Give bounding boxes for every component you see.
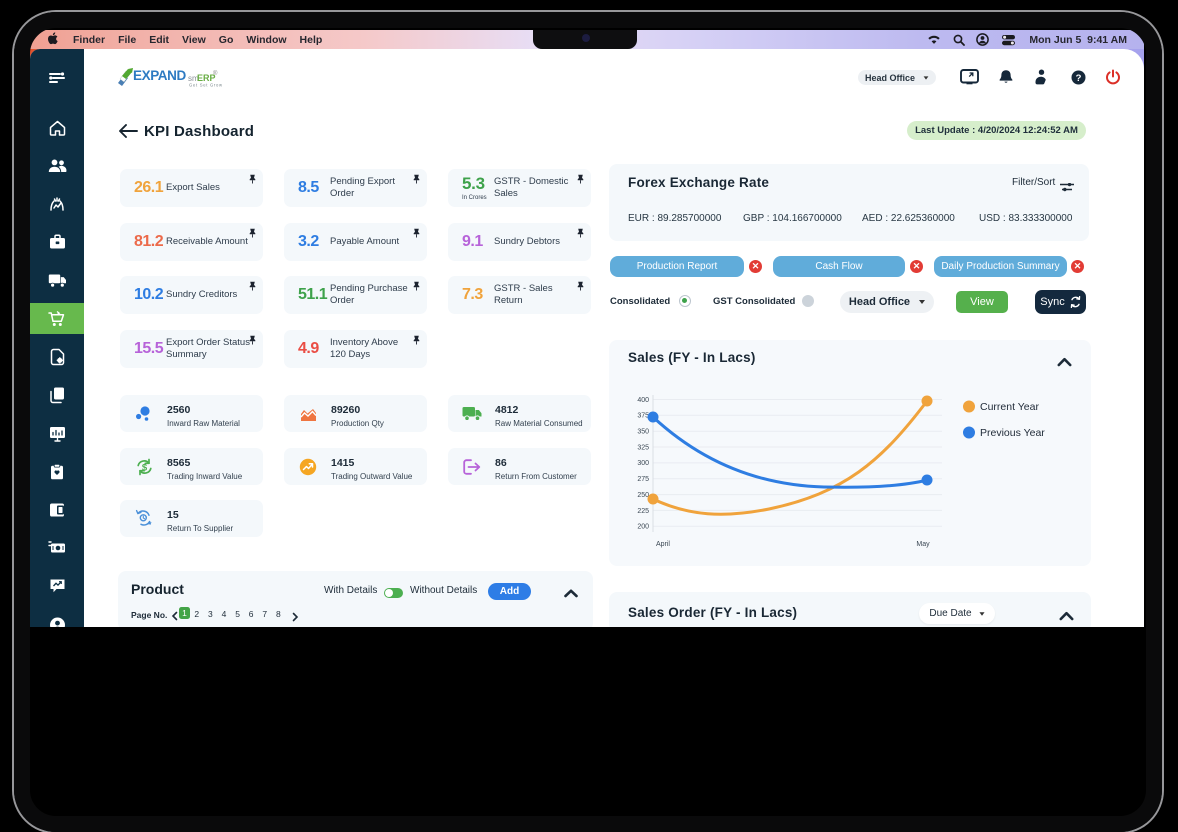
svg-text:200: 200 — [637, 524, 649, 531]
svg-text:sm: sm — [188, 74, 199, 83]
svg-text:350: 350 — [637, 429, 649, 436]
svg-text:225: 225 — [637, 508, 649, 515]
svg-text:April: April — [656, 541, 670, 548]
svg-text:325: 325 — [637, 444, 649, 451]
svg-text:$: $ — [141, 462, 147, 473]
svg-text:400: 400 — [637, 397, 649, 404]
svg-text:®: ® — [213, 70, 218, 77]
svg-text:Previous Year: Previous Year — [980, 427, 1045, 439]
svg-text:300: 300 — [637, 460, 649, 467]
svg-text:May: May — [916, 541, 930, 548]
svg-text:250: 250 — [637, 492, 649, 499]
svg-text:ERP: ERP — [197, 73, 216, 83]
svg-text:375: 375 — [637, 413, 649, 420]
svg-text:275: 275 — [637, 476, 649, 483]
svg-text:Get Set Grow: Get Set Grow — [189, 83, 223, 88]
svg-text:Current Year: Current Year — [980, 401, 1039, 413]
svg-text:EXPAND: EXPAND — [133, 68, 187, 83]
svg-text:?: ? — [1076, 73, 1082, 84]
